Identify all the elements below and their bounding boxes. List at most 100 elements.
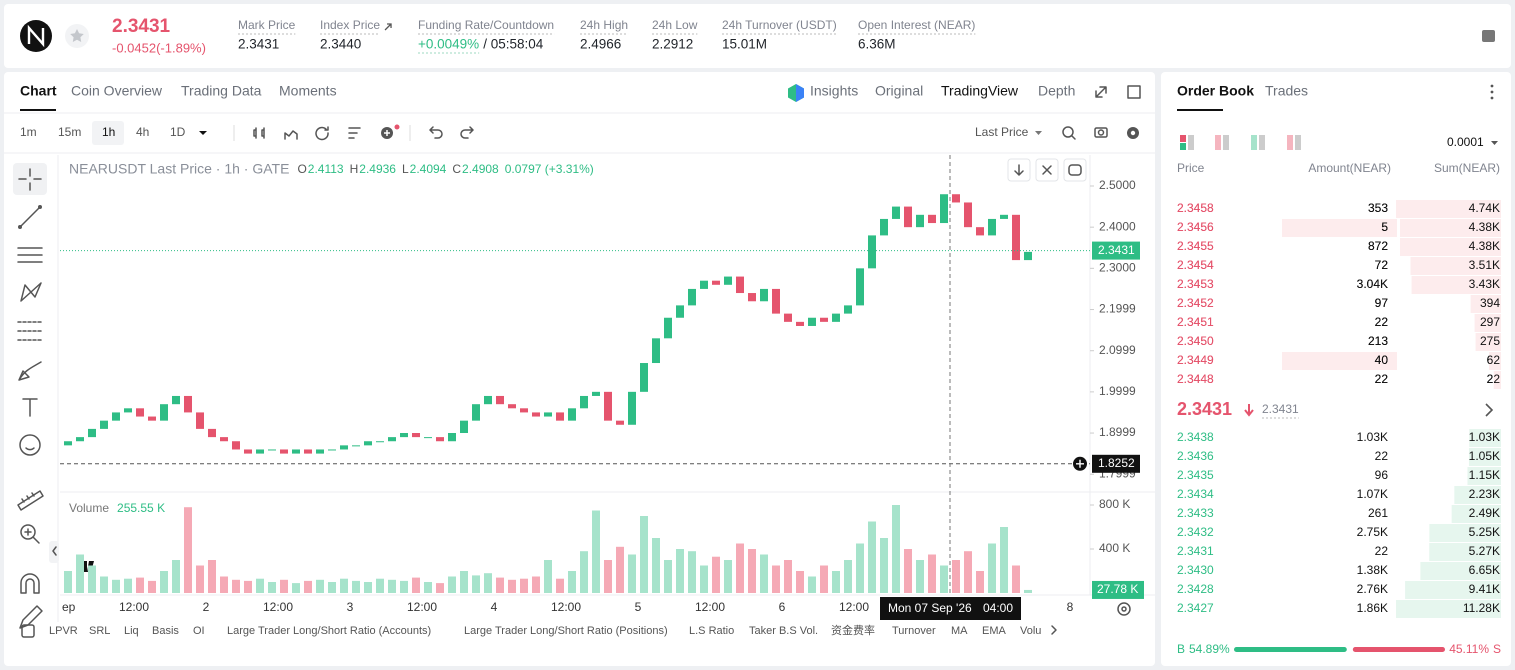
order-price[interactable]: 2.3448	[1177, 372, 1214, 386]
caret[interactable]	[199, 131, 207, 135]
orderbook-menu[interactable]	[1490, 84, 1494, 100]
chart-tab[interactable]: Trading Data	[181, 83, 262, 99]
fullscreen-button[interactable]	[1095, 86, 1107, 98]
caret[interactable]	[1491, 141, 1498, 145]
order-price[interactable]: 2.3454	[1177, 258, 1214, 272]
settings-button[interactable]	[1117, 602, 1131, 616]
interval-button[interactable]: 1m	[20, 125, 37, 139]
interval-button[interactable]: 15m	[58, 125, 81, 139]
caret[interactable]	[1035, 131, 1042, 135]
order-price[interactable]: 2.3453	[1177, 277, 1214, 291]
indicator-button[interactable]: Taker B.S Vol.	[749, 625, 818, 637]
chart-buttons[interactable]	[1007, 158, 1087, 182]
order-amount: 3.04K	[1357, 277, 1388, 291]
stat-label: 24h Low	[652, 18, 698, 32]
order-price[interactable]: 2.3456	[1177, 220, 1214, 234]
order-price[interactable]: 2.3428	[1177, 582, 1214, 596]
favorite-button[interactable]	[65, 24, 89, 48]
order-price[interactable]: 2.3452	[1177, 296, 1214, 310]
orderbook-tab[interactable]: Trades	[1265, 83, 1308, 99]
collapse-button[interactable]	[49, 541, 59, 563]
stat-value: 2.4966	[580, 37, 621, 52]
volume-tick-label: 400 K	[1099, 541, 1130, 555]
sell-ratio-bar	[1352, 647, 1445, 652]
view-tab[interactable]: Original	[875, 83, 923, 99]
volume-bar	[184, 507, 192, 593]
order-price[interactable]: 2.3430	[1177, 563, 1214, 577]
indicator-button[interactable]: OI	[193, 625, 205, 637]
order-price[interactable]: 2.3455	[1177, 239, 1214, 253]
order-price[interactable]: 2.3449	[1177, 353, 1214, 367]
chart-tab[interactable]: Coin Overview	[71, 83, 163, 99]
order-price[interactable]: 2.3451	[1177, 315, 1214, 329]
orderbook-tab[interactable]: Order Book	[1177, 83, 1254, 99]
order-price[interactable]: 2.3432	[1177, 525, 1214, 539]
order-amount: 22	[1375, 372, 1389, 386]
interval-button[interactable]: 1D	[170, 125, 186, 139]
order-price[interactable]: 2.3450	[1177, 334, 1214, 348]
indicator-button[interactable]: L.S Ratio	[689, 625, 734, 637]
indicator-button[interactable]: Basis	[152, 625, 179, 637]
crosshair-time-tag	[880, 597, 1021, 620]
order-price[interactable]: 2.3438	[1177, 430, 1214, 444]
order-price[interactable]: 2.3456	[1177, 220, 1214, 234]
precision-select[interactable]: 0.0001	[1447, 135, 1484, 149]
interval-button[interactable]: 4h	[136, 125, 149, 139]
order-price[interactable]: 2.3453	[1177, 277, 1214, 291]
order-price[interactable]: 2.3431	[1177, 544, 1214, 558]
view-tab[interactable]: Depth	[1038, 83, 1075, 99]
candle	[964, 202, 972, 228]
right-toolbar-icons[interactable]	[1062, 126, 1139, 140]
depth-mode-icons[interactable]	[1180, 135, 1301, 150]
indicator-button[interactable]: LPVR	[49, 625, 78, 637]
drawing-tools[interactable]	[13, 163, 47, 629]
toolbar-icons[interactable]	[253, 124, 474, 141]
depth-bar	[1429, 543, 1501, 561]
flash-highlight	[1282, 219, 1397, 237]
chart-tab[interactable]: Moments	[279, 83, 337, 99]
order-price[interactable]: 2.3449	[1177, 353, 1214, 367]
order-price[interactable]: 2.3452	[1177, 296, 1214, 310]
order-price[interactable]: 2.3454	[1177, 258, 1214, 272]
indicator-button[interactable]: MA	[951, 625, 968, 637]
indicator-icon[interactable]	[21, 624, 35, 638]
indicator-button[interactable]: Turnover	[892, 625, 936, 637]
order-sum: 3.43K	[1469, 277, 1500, 291]
indicator-button[interactable]: SRL	[89, 625, 110, 637]
view-tab[interactable]: TradingView	[941, 83, 1019, 99]
indicator-button[interactable]: Large Trader Long/Short Ratio (Positions…	[464, 625, 668, 637]
volume-bar	[892, 505, 900, 593]
order-price[interactable]: 2.3436	[1177, 449, 1214, 463]
header-icon[interactable]	[1482, 30, 1495, 42]
order-price[interactable]: 2.3458	[1177, 201, 1214, 215]
price-type-select[interactable]: Last Price	[975, 125, 1029, 139]
indicator-button[interactable]: Volu	[1020, 625, 1041, 637]
view-tab[interactable]: Insights	[810, 83, 858, 99]
order-price[interactable]: 2.3433	[1177, 506, 1214, 520]
window-button[interactable]	[1127, 85, 1141, 99]
order-price[interactable]: 2.3448	[1177, 372, 1214, 386]
chart-tab[interactable]: Chart	[20, 83, 57, 99]
insights-icon	[788, 84, 804, 102]
indicator-button[interactable]: Liq	[124, 625, 139, 637]
indicator-button[interactable]: Large Trader Long/Short Ratio (Accounts)	[227, 625, 431, 637]
orderbook-last-price: 2.3431	[1177, 399, 1232, 419]
volume-bar	[424, 582, 432, 593]
volume-bar	[976, 571, 984, 593]
order-price[interactable]: 2.3435	[1177, 468, 1214, 482]
interval-button[interactable]: 1h	[102, 125, 115, 139]
stat-label: Mark Price	[238, 18, 296, 32]
scroll-right[interactable]	[1051, 625, 1057, 635]
order-price[interactable]: 2.3450	[1177, 334, 1214, 348]
indicator-button[interactable]: EMA	[982, 625, 1007, 637]
volume-bar	[256, 578, 264, 593]
order-price[interactable]: 2.3455	[1177, 239, 1214, 253]
chevron[interactable]	[1485, 403, 1494, 417]
order-price[interactable]: 2.3451	[1177, 315, 1214, 329]
candle	[700, 280, 708, 289]
indicator-button[interactable]: 资金费率	[831, 623, 875, 637]
order-price[interactable]: 2.3458	[1177, 201, 1214, 215]
candle	[112, 412, 120, 421]
order-price[interactable]: 2.3434	[1177, 487, 1214, 501]
order-price[interactable]: 2.3427	[1177, 601, 1214, 615]
